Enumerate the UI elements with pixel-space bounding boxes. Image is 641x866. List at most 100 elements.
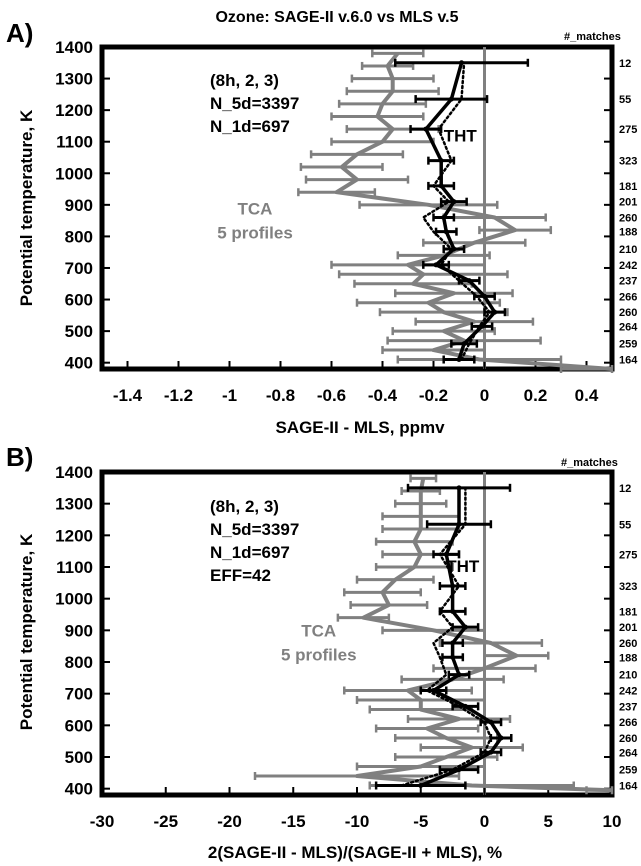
panel-a-x-tick-label: -1 [222, 386, 237, 405]
panel-b-match-count: 242 [619, 686, 637, 698]
panel-b-y-tick-label: 800 [65, 653, 93, 672]
panel-a-plot-frame [99, 44, 615, 372]
panel-a-series-black-1d-point [459, 60, 465, 66]
panel-a-series-black-1d-point [466, 278, 472, 284]
panel-a-series-black-1d-point [433, 262, 439, 268]
panel-b-series-black-1d [374, 483, 513, 790]
panel-a-x-axis-label: SAGE-II - MLS, ppmv [275, 418, 445, 437]
panel-a-series-black-1d-point [423, 126, 429, 132]
panel-b-x-tick-label: 0 [480, 812, 489, 831]
panel-b-series-black-1d-point [443, 551, 449, 557]
panel-b-plot-frame [99, 469, 615, 798]
panel-b-tca-profiles-label: 5 profiles [281, 646, 357, 665]
panel-b-match-count: 237 [619, 701, 637, 713]
panel-a-series-black-1d-point [448, 96, 454, 102]
panel-a-match-count: 201 [619, 197, 637, 209]
panel-b-series-black-1d-point [498, 735, 504, 741]
panel-a-y-tick-label: 1200 [55, 101, 93, 120]
panel-a-series-black-1d-point [482, 293, 487, 299]
panel-b-info-line: N_5d=3397 [210, 520, 299, 539]
panel-b-series-black-1d-point [450, 654, 456, 660]
panel-a-y-tick-label: 1300 [55, 70, 93, 89]
panel-a-y-tick-label: 400 [65, 354, 93, 373]
panel-a-x-tick-label: 0.2 [524, 386, 548, 405]
panel-b-match-count: 259 [619, 765, 637, 777]
panel-b-match-count: 266 [619, 717, 637, 729]
panel-a-series-black-1d-point [438, 158, 444, 164]
panel-b-plot: 400 500 600 700 800 900 1000 1100 1200 1300 1400 -3… [55, 463, 638, 831]
panel-b-y-tick-label: 400 [65, 780, 93, 799]
panel-a-x-tick-label: -1.2 [164, 386, 193, 405]
panel-a-y-axis-label: Potential temperature, K [17, 109, 36, 306]
panel-b-match-count: 210 [619, 670, 637, 682]
panel-b-tca-label: TCA [301, 622, 336, 641]
panel-b-x-axis-label: 2(SAGE-II - MLS)/(SAGE-II + MLS), % [208, 843, 502, 862]
panel-b-match-count: 181 [619, 606, 637, 618]
panel-a-series-black-1d-point [438, 183, 444, 189]
panel-b-x-tick-label: 5 [544, 812, 553, 831]
panel-a-x-tick-label: -1.4 [113, 386, 143, 405]
panel-a-match-count: 264 [619, 321, 638, 333]
panel-b-series-black-1d-point [456, 767, 462, 773]
panel-b-match-count: 55 [619, 519, 631, 531]
panel-a-match-count: 55 [619, 94, 631, 106]
panel-a-x-tick-label: -0.6 [317, 386, 346, 405]
panel-a-x-tick-label: 0 [480, 386, 489, 405]
panel-a-match-count: 181 [619, 181, 637, 193]
panel-a-match-count: 323 [619, 156, 637, 168]
panel-a-series-black-1d-point [441, 214, 447, 220]
panel-b-series-tca [253, 474, 614, 795]
panel-b-x-tick-label: -25 [153, 812, 178, 831]
panel-b-match-count: 188 [619, 652, 637, 664]
panel-a-series-black-1d-point [456, 357, 462, 363]
panel-a-label: A) [6, 18, 33, 48]
panel-b-tht-label: THT [446, 557, 480, 576]
panel-a-y-tick-label: 700 [65, 259, 93, 278]
panel-a-x-tick-label: -0.8 [266, 386, 295, 405]
panel-a-series-dotted-5d [421, 61, 492, 361]
panel-b-match-count: 264 [619, 747, 638, 759]
panel-a-info-line: (8h, 2, 3) [210, 71, 279, 90]
panel-b-info-line: EFF=42 [210, 566, 271, 585]
panel-a-match-count: 164 [619, 355, 638, 367]
panel-b-match-count: 323 [619, 581, 637, 593]
panel-a-y-tick-label: 600 [65, 291, 93, 310]
panel-b-series-dotted-5d-line [400, 486, 493, 787]
panel-b-y-tick-label: 900 [65, 621, 93, 640]
panel-b-y-tick-label: 600 [65, 716, 93, 735]
panel-a-match-count: 12 [619, 58, 631, 70]
panel-a-y-tick-label: 900 [65, 196, 93, 215]
panel-a-matches-header: #_matches [564, 31, 621, 43]
panel-a-series-black-1d-point [492, 309, 498, 315]
panel-a-tca-profiles-label: 5 profiles [217, 223, 293, 242]
panel-b-series-black-1d-point [488, 749, 494, 755]
panel-b-y-tick-label: 700 [65, 685, 93, 704]
panel-b-series-black-1d-point [462, 703, 468, 709]
panel-b-series-black-1d-point [450, 583, 456, 589]
panel-a-series-black-1d-point [461, 341, 467, 347]
panel-a-match-count: 242 [619, 260, 637, 272]
panel-a-y-tick-label: 1000 [55, 164, 93, 183]
panel-a-y-tick-label: 1400 [55, 38, 93, 57]
panel-b-x-tick-label: -5 [413, 812, 428, 831]
panel-a-series-black-1d-point [443, 229, 449, 235]
panel-a-y-tick-label: 800 [65, 227, 93, 246]
panel-b-series-black-1d-point [456, 485, 462, 491]
panel-b-x-tick-label: -30 [90, 812, 115, 831]
panel-a-x-tick-label: -0.2 [419, 386, 448, 405]
panel-a-match-count: 275 [619, 124, 637, 136]
panel-b-match-count: 164 [619, 781, 638, 793]
panel-a-match-count: 259 [619, 339, 637, 351]
panel-b-series-black-1d-point [418, 783, 424, 788]
panel-b-series-black-1d-point [450, 608, 456, 614]
panel-a-y-tick-label: 1100 [56, 133, 93, 152]
panel-b-y-tick-label: 1000 [55, 590, 93, 609]
panel-b-y-tick-label: 1300 [55, 495, 93, 514]
panel-b-match-count: 275 [619, 549, 637, 561]
panel-b-series-black-1d-point [456, 521, 462, 527]
panel-b-y-tick-label: 1100 [56, 558, 93, 577]
panel-a-tht-label: THT [444, 127, 478, 146]
panel-b-y-axis-label: Potential temperature, K [17, 533, 36, 730]
panel-a-info-line: N_5d=3397 [210, 94, 299, 113]
